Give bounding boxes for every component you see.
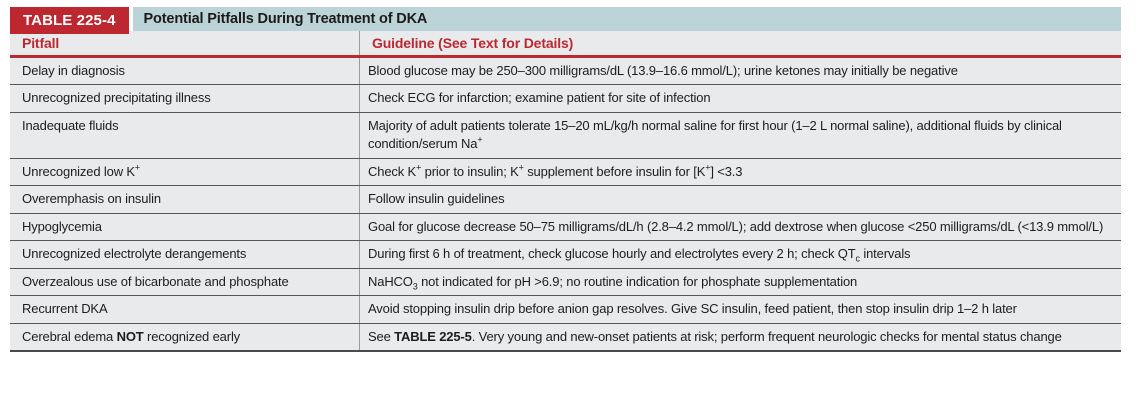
table-row: Unrecognized precipitating illness Check… bbox=[10, 84, 1121, 112]
pitfall-cell: Overzealous use of bicarbonate and phosp… bbox=[10, 268, 360, 296]
pitfall-cell: Unrecognized low K+ bbox=[10, 158, 360, 186]
pitfall-cell: Unrecognized electrolyte derangements bbox=[10, 241, 360, 268]
table-title-bar: TABLE 225-4 Potential Pitfalls During Tr… bbox=[10, 7, 1121, 34]
table-column-headers: Pitfall Guideline (See Text for Details) bbox=[10, 31, 1121, 58]
pitfall-cell: Cerebral edema NOT recognized early bbox=[10, 323, 360, 350]
dka-pitfalls-table: TABLE 225-4 Potential Pitfalls During Tr… bbox=[10, 7, 1121, 352]
pitfall-cell: Recurrent DKA bbox=[10, 296, 360, 323]
table-row: Recurrent DKA Avoid stopping insulin dri… bbox=[10, 295, 1121, 323]
guideline-cell: See TABLE 225-5. Very young and new-onse… bbox=[368, 328, 1062, 344]
table-row: Unrecognized electrolyte derangements Du… bbox=[10, 240, 1121, 268]
guideline-cell: Avoid stopping insulin drip before anion… bbox=[368, 301, 1017, 317]
pitfall-cell: Inadequate fluids bbox=[10, 112, 360, 158]
guideline-cell: Blood glucose may be 250–300 milligrams/… bbox=[368, 63, 958, 78]
pitfall-cell: Hypoglycemia bbox=[10, 213, 360, 241]
table-body: Delay in diagnosis Blood glucose may be … bbox=[10, 58, 1121, 352]
column-header-pitfall: Pitfall bbox=[10, 31, 360, 55]
pitfall-cell: Overemphasis on insulin bbox=[10, 186, 360, 213]
table-row: Hypoglycemia Goal for glucose decrease 5… bbox=[10, 212, 1121, 241]
table-row: Overzealous use of bicarbonate and phosp… bbox=[10, 267, 1121, 296]
guideline-cell: NaHCO3 not indicated for pH >6.9; no rou… bbox=[368, 273, 858, 292]
table-row: Overemphasis on insulin Follow insulin g… bbox=[10, 185, 1121, 213]
pitfall-cell: Delay in diagnosis bbox=[10, 58, 360, 85]
column-header-guideline: Guideline (See Text for Details) bbox=[372, 35, 574, 51]
table-row: Unrecognized low K+ Check K+ prior to in… bbox=[10, 157, 1121, 186]
table-title: Potential Pitfalls During Treatment of D… bbox=[132, 7, 1121, 31]
guideline-cell: Goal for glucose decrease 50–75 milligra… bbox=[368, 218, 1104, 234]
table-row: Delay in diagnosis Blood glucose may be … bbox=[10, 58, 1121, 85]
table-row: Cerebral edema NOT recognized early See … bbox=[10, 322, 1121, 350]
guideline-cell: Follow insulin guidelines bbox=[368, 191, 505, 207]
guideline-cell: Check ECG for infarction; examine patien… bbox=[368, 90, 711, 106]
table-row: Inadequate fluids Majority of adult pati… bbox=[10, 111, 1121, 158]
pitfall-cell: Unrecognized precipitating illness bbox=[10, 85, 360, 112]
guideline-cell: During first 6 h of treatment, check glu… bbox=[368, 246, 911, 264]
guideline-cell: Majority of adult patients tolerate 15–2… bbox=[368, 117, 1062, 152]
table-number-label: TABLE 225-4 bbox=[10, 7, 129, 34]
guideline-cell: Check K+ prior to insulin; K+ supplement… bbox=[368, 162, 743, 179]
